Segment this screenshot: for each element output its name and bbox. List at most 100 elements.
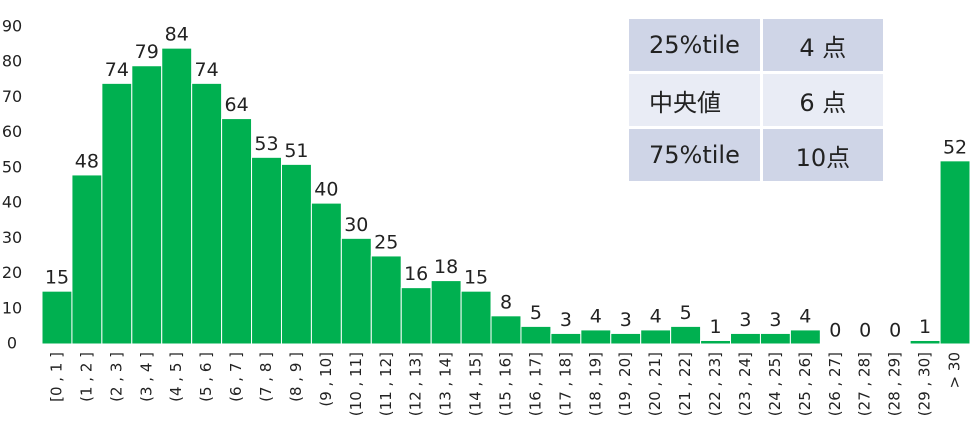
bar xyxy=(939,160,971,345)
y-tick-label: 30 xyxy=(2,228,22,247)
value-label: 48 xyxy=(75,150,99,172)
x-tick-label: (28 , 29] xyxy=(886,352,904,416)
bar xyxy=(700,339,732,345)
cell: 25%tile xyxy=(626,16,763,74)
value-label: 25 xyxy=(374,231,398,253)
bar xyxy=(191,82,223,345)
value-label: 51 xyxy=(284,140,308,162)
x-tick-label: (14 , 15] xyxy=(467,352,485,416)
bar xyxy=(759,332,791,345)
x-tick-label: (23 , 24] xyxy=(736,352,754,416)
x-tick-label: (20 , 21] xyxy=(646,352,664,416)
value-label: 8 xyxy=(500,291,512,313)
value-label: 0 xyxy=(889,320,901,342)
bar xyxy=(251,156,282,345)
x-tick-label: (10 , 11] xyxy=(347,352,365,416)
value-label: 79 xyxy=(135,41,159,63)
value-label: 0 xyxy=(829,320,841,342)
value-label: 3 xyxy=(739,309,751,331)
row: 25%tile 4 点 xyxy=(626,16,886,74)
bar xyxy=(370,255,402,345)
value-label: 64 xyxy=(224,94,248,116)
bar xyxy=(909,339,941,345)
x-tick-label: > 30 xyxy=(946,352,964,388)
value-label: 40 xyxy=(314,179,338,201)
x-tick-label: (21 , 22] xyxy=(676,352,694,416)
x-tick-label: (3 , 4 ] xyxy=(137,352,155,402)
x-tick-label: (25 , 26] xyxy=(796,352,814,416)
x-tick-label: (26 , 27] xyxy=(826,352,844,416)
bar xyxy=(550,332,582,345)
value-label: 30 xyxy=(344,214,368,236)
y-tick-label: 40 xyxy=(2,193,22,212)
x-tick-label: (5 , 6 ] xyxy=(197,352,215,402)
x-tick-label: (1 , 2 ] xyxy=(77,352,95,402)
x-tick-label: (15 , 16] xyxy=(497,352,515,416)
x-tick-label: (16 , 17] xyxy=(526,352,544,416)
bar xyxy=(400,287,432,345)
value-label: 74 xyxy=(195,59,219,81)
value-label: 1 xyxy=(710,316,722,338)
value-label: 53 xyxy=(254,133,278,155)
cell: 中央値 xyxy=(626,71,763,129)
x-tick-label: (18 , 19] xyxy=(586,352,604,416)
cell: 6 点 xyxy=(759,71,886,129)
value-label: 3 xyxy=(560,309,572,331)
stats-table: 25%tile 4 点 中央値 6 点 75%tile 10点 xyxy=(626,16,886,184)
bar xyxy=(310,202,342,345)
value-label: 52 xyxy=(943,136,967,158)
value-label: 4 xyxy=(590,305,602,327)
value-label: 18 xyxy=(434,256,458,278)
bar xyxy=(640,329,672,345)
x-tick-label: (27 , 28] xyxy=(856,352,874,416)
value-label: 16 xyxy=(404,263,428,285)
value-label: 1 xyxy=(919,316,931,338)
value-label: 84 xyxy=(165,24,189,46)
value-label: 4 xyxy=(799,305,811,327)
value-label: 15 xyxy=(45,267,69,289)
value-label: 15 xyxy=(464,267,488,289)
bar xyxy=(610,332,642,345)
y-tick-label: 60 xyxy=(2,122,22,141)
row: 中央値 6 点 xyxy=(626,71,886,129)
x-tick-label: (4 , 5 ] xyxy=(167,352,185,402)
bar xyxy=(670,325,702,345)
y-tick-label: 0 xyxy=(7,334,17,353)
bar xyxy=(161,47,193,345)
bar xyxy=(520,325,552,345)
x-tick-label: (22 , 23] xyxy=(706,352,724,416)
y-tick-label: 10 xyxy=(2,298,22,317)
value-label: 5 xyxy=(680,302,692,324)
x-tick-label: (8 , 9 ] xyxy=(287,352,305,402)
y-tick-label: 50 xyxy=(2,157,22,176)
value-label: 74 xyxy=(105,59,129,81)
cell: 4 点 xyxy=(759,16,886,74)
value-label: 3 xyxy=(620,309,632,331)
cell: 75%tile xyxy=(626,126,763,184)
row: 75%tile 10点 xyxy=(626,126,886,184)
x-tick-label: (13 , 14] xyxy=(437,352,455,416)
y-tick-label: 20 xyxy=(2,263,22,282)
bar xyxy=(490,315,522,345)
bar xyxy=(789,329,821,345)
cell: 10点 xyxy=(759,126,886,184)
x-tick-label: (29 , 30] xyxy=(916,352,934,416)
value-label: 0 xyxy=(859,320,871,342)
x-tick-label: (17 , 18] xyxy=(556,352,574,416)
y-tick-label: 80 xyxy=(2,52,22,71)
x-tick-label: (2 , 3 ] xyxy=(107,352,125,402)
bar xyxy=(41,290,73,345)
x-tick-label: (9 , 10] xyxy=(317,352,335,407)
x-tick-label: [0 , 1 ] xyxy=(47,352,65,402)
x-tick-label: (12 , 13] xyxy=(407,352,425,416)
x-tick-label: (24 , 25] xyxy=(766,352,784,416)
x-tick-label: (11 , 12] xyxy=(377,352,395,416)
x-tick-label: (6 , 7 ] xyxy=(227,352,245,402)
bar xyxy=(580,329,612,345)
bar xyxy=(101,82,133,345)
bar xyxy=(340,237,372,345)
y-tick-label: 70 xyxy=(2,87,22,106)
bar xyxy=(280,163,312,345)
value-label: 4 xyxy=(650,305,662,327)
bar xyxy=(430,280,462,345)
